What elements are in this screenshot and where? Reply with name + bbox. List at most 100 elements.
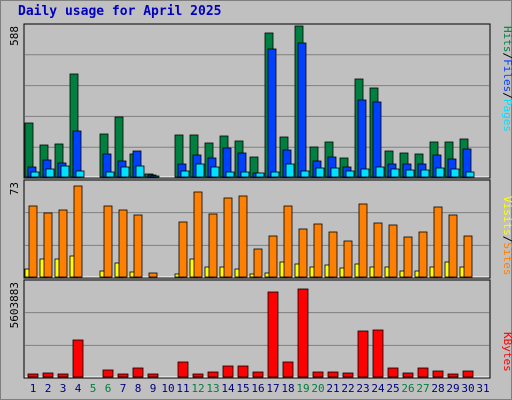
kbytes-bar [462,370,474,378]
day-label: 26 [401,382,414,395]
day-label: 31 [476,382,489,395]
kbytes-bar [102,369,114,378]
kbytes-bar [42,372,54,378]
sites-bar [463,235,473,278]
sites-bar [283,205,293,278]
pages-bar [105,171,115,178]
pages-bar [465,171,475,178]
pages-bar [75,170,85,178]
day-label: 17 [266,382,279,395]
pages-bar [45,168,55,178]
legend-entry: Visits [501,196,512,236]
pages-bar [195,163,205,178]
kbytes-bar [267,291,279,378]
kbytes-bar [237,365,249,378]
pages-bar [285,163,295,178]
pages-bar [345,170,355,178]
legend-entry: Sites [501,242,512,275]
kbytes-bar [282,361,294,378]
day-label: 9 [150,382,157,395]
kbytes-bar [27,373,39,378]
kbytes-bar [297,288,309,378]
sites-bar [103,205,113,278]
sites-bar [268,235,278,278]
pages-bar [225,171,235,178]
kbytes-bar [327,371,339,378]
pages-bar [420,169,430,178]
pages-bar [375,166,385,178]
day-label: 6 [105,382,112,395]
legend-entry: Pages [501,99,512,132]
visits-panel-legend: Visits/Sites [501,196,512,276]
kbytes-bar [177,361,189,378]
kbytes-bar [402,372,414,378]
sites-bar [193,191,203,278]
pages-bar [60,165,70,178]
pages-bar [450,168,460,178]
sites-bar [328,231,338,278]
day-label: 13 [206,382,219,395]
sites-bar [358,203,368,278]
day-label: 10 [161,382,174,395]
hits-panel-ymax-label: 588 [8,26,21,46]
pages-bar [255,172,265,178]
pages-bar [270,171,280,178]
kbytes-bar [387,367,399,378]
pages-bar [390,168,400,178]
kbytes-bar [117,373,129,378]
legend-entry: Hits [501,26,512,53]
kbytes-bar [417,367,429,378]
sites-bar [118,209,128,278]
kbytes-bar [192,373,204,378]
day-label: 3 [60,382,67,395]
kbytes-bar [132,367,144,378]
sites-bar [403,236,413,278]
day-label: 16 [251,382,264,395]
files-bar [372,101,382,178]
kbytes-bar [147,373,159,378]
day-label: 27 [416,382,429,395]
day-label: 25 [386,382,399,395]
pages-bar [405,169,415,178]
pages-bar [210,166,220,178]
kbytes-bar [222,365,234,378]
day-label: 12 [191,382,204,395]
kbytes-bar [57,373,69,378]
day-label: 24 [371,382,385,395]
kbytes-bar [447,373,459,378]
day-label: 21 [326,382,339,395]
day-label: 4 [75,382,82,395]
day-label: 18 [281,382,294,395]
sites-bar [133,214,143,278]
sites-bar [208,213,218,278]
day-label: 20 [311,382,324,395]
panel-3-background [23,279,491,379]
sites-bar [298,228,308,278]
kbytes-bar [372,329,384,378]
kbytes-panel-ymax-label: 5603883 [8,282,21,328]
day-label: 28 [431,382,444,395]
pages-bar [180,170,190,178]
legend-entry: / [501,53,512,60]
day-label: 23 [356,382,369,395]
visits-panel-ymax-label: 73 [8,182,21,195]
sites-bar [148,272,158,278]
sites-bar [178,221,188,278]
day-label: 2 [45,382,52,395]
sites-bar [418,231,428,278]
chart-title: Daily usage for April 2025 [18,4,222,19]
sites-bar [433,206,443,278]
kbytes-bar [207,371,219,378]
pages-bar [30,171,40,178]
sites-bar [223,197,233,278]
legend-entry: Files [501,59,512,92]
sites-bar [238,195,248,278]
pages-bar [150,175,160,178]
day-label: 15 [236,382,249,395]
hits-panel-legend: Hits/Files/Pages [501,26,512,132]
sites-bar [73,185,83,278]
legend-entry: / [501,236,512,243]
pages-bar [330,167,340,178]
day-label: 22 [341,382,354,395]
